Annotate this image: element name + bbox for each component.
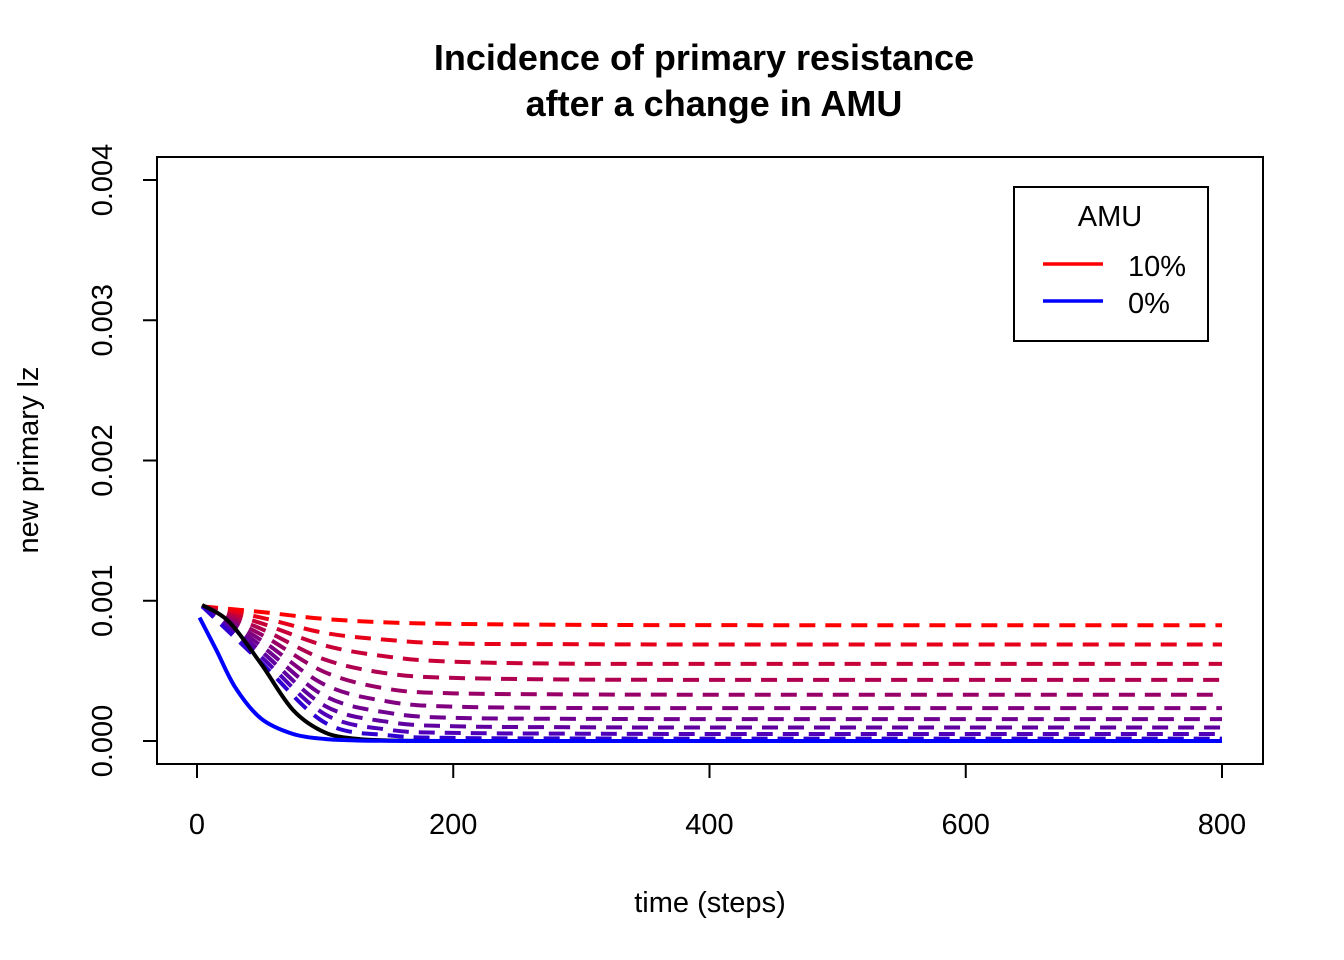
x-tick-label: 0 <box>189 809 205 841</box>
series-line-12 <box>197 616 1222 744</box>
y-tick-label: 0.003 <box>87 284 119 357</box>
x-tick-label: 600 <box>942 809 990 841</box>
legend-label-0pct: 0% <box>1128 288 1170 320</box>
y-tick-label: 0.004 <box>87 144 119 217</box>
series-line-6 <box>201 604 1222 711</box>
legend-title: AMU <box>1078 201 1142 233</box>
series-line-4 <box>201 604 1222 682</box>
series-line-1 <box>201 604 1222 628</box>
y-tick-label: 0.002 <box>87 424 119 497</box>
legend: AMU 10% 0% <box>1013 186 1209 342</box>
x-tick-label: 400 <box>685 809 733 841</box>
x-axis-label: time (steps) <box>634 887 785 919</box>
y-axis-label: new primary lz <box>13 367 45 554</box>
y-tick-label: 0.001 <box>87 564 119 637</box>
series-line-7 <box>201 604 1222 722</box>
chart-title-line-1: Incidence of primary resistance <box>434 37 974 78</box>
series-line-8 <box>200 604 1222 730</box>
legend-label-10pct: 10% <box>1128 251 1186 283</box>
y-axis: 0.000 0.001 0.002 0.003 0.004 <box>87 144 158 778</box>
x-tick-label: 200 <box>429 809 477 841</box>
x-tick-label: 800 <box>1198 809 1246 841</box>
series-line-5 <box>201 604 1222 697</box>
series-line-3 <box>201 604 1222 666</box>
series-line-2 <box>201 604 1222 647</box>
series-line-9 <box>200 604 1222 736</box>
y-tick-label: 0.000 <box>87 705 119 778</box>
series-line-10 <box>200 604 1222 741</box>
chart-title-line-2: after a change in AMU <box>526 83 903 124</box>
x-axis: 0 200 400 600 800 <box>189 763 1246 841</box>
series-layer <box>197 603 1222 744</box>
